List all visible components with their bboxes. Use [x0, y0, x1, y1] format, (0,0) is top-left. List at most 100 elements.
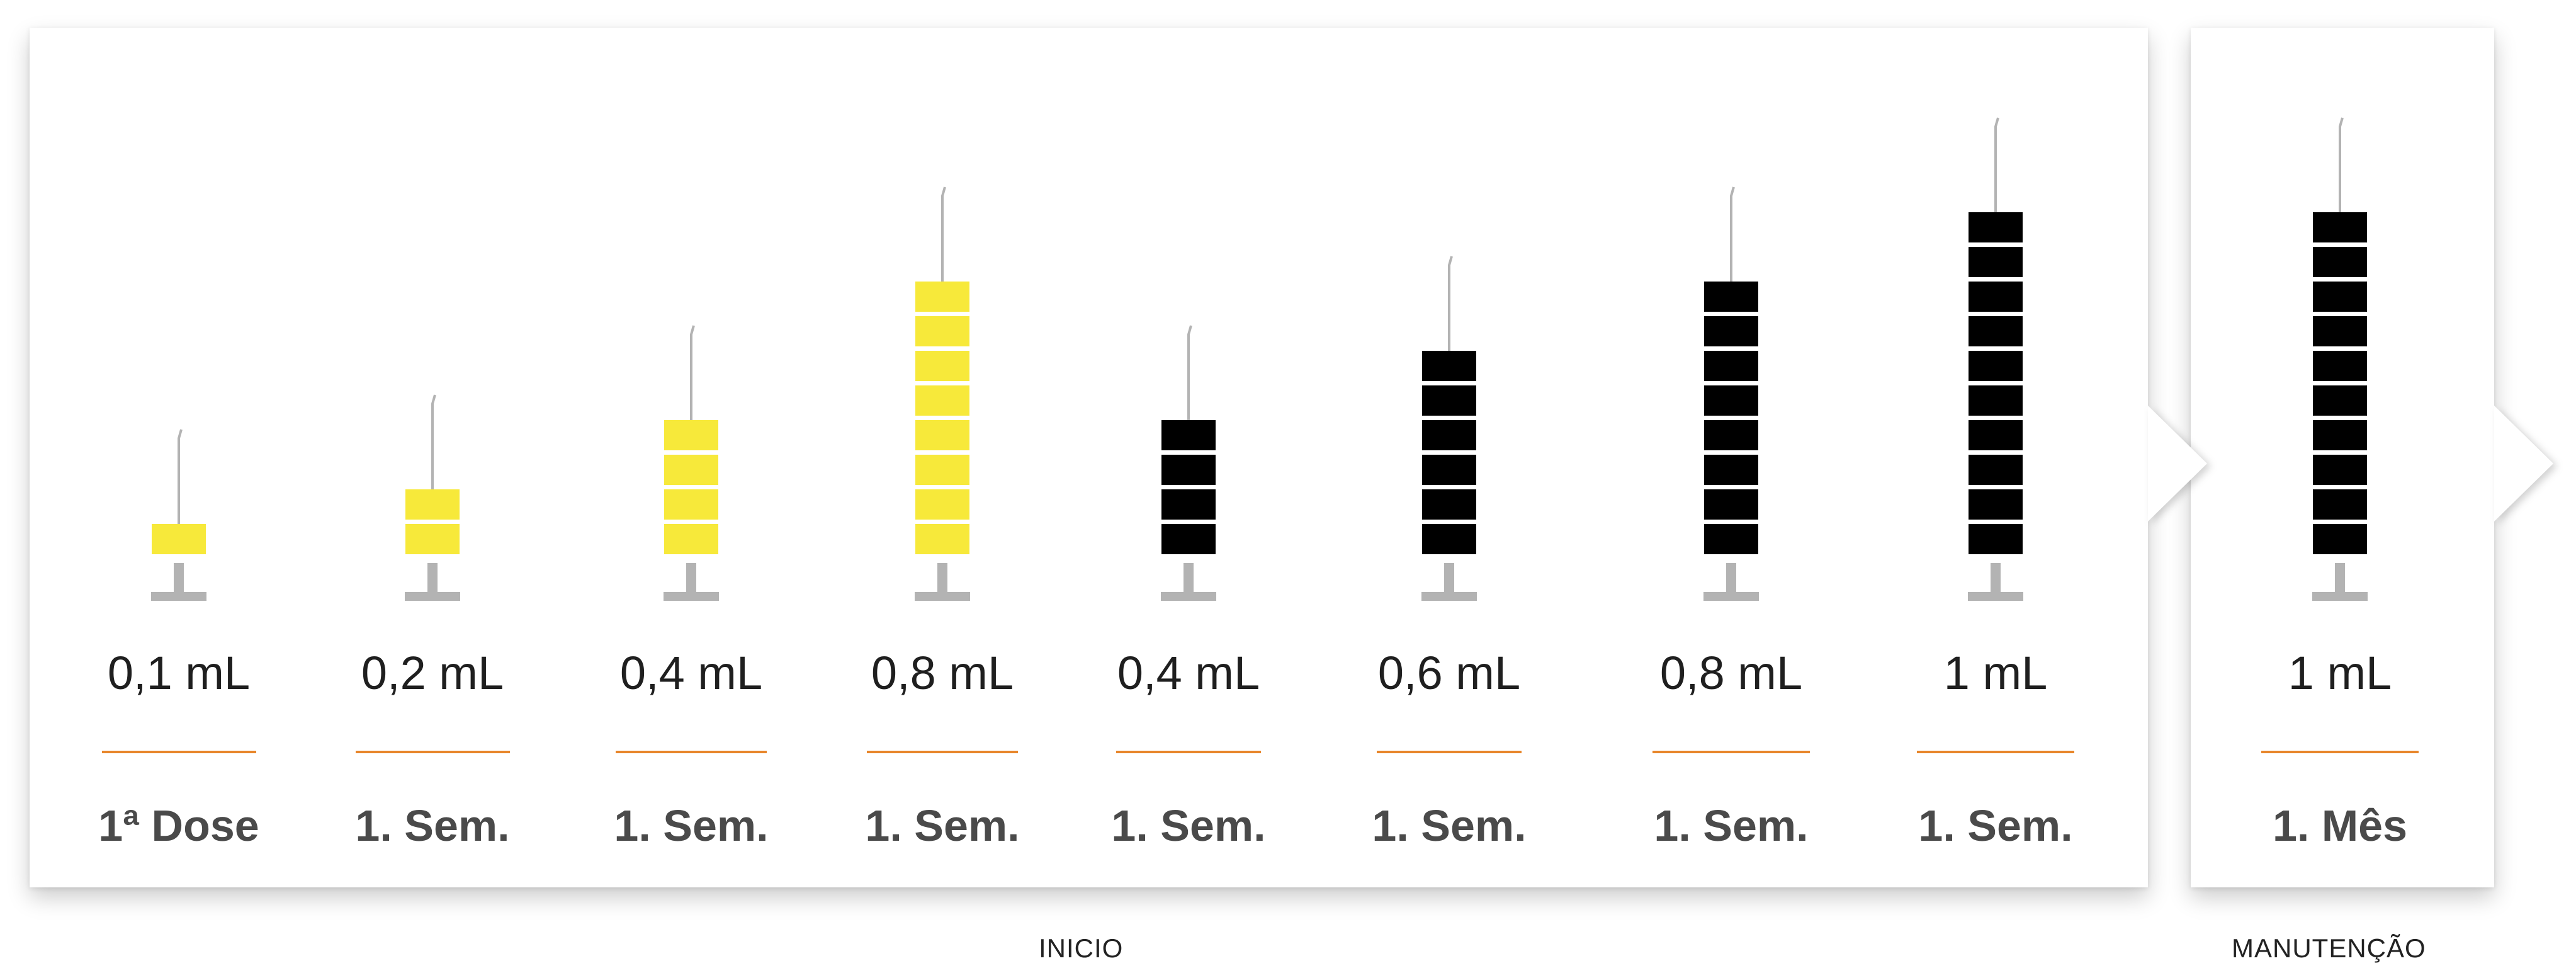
dose-unit-bar [405, 489, 460, 520]
plunger-stem [174, 563, 184, 592]
dose-volume-label: 1 mL [1943, 647, 2048, 699]
dose-unit-bar [664, 489, 718, 520]
dose-unit-bar [1422, 489, 1476, 520]
dose-volume-label: 0,8 mL [871, 647, 1014, 699]
dose-unit-bar [1969, 385, 2023, 416]
plunger-base [664, 592, 719, 601]
dose-period-label: 1. Sem. [1372, 801, 1527, 850]
dose-unit-bar [405, 524, 460, 554]
dose-period-label: 1. Mês [2273, 801, 2407, 850]
panel-inicio [30, 28, 2148, 887]
dose-unit-bar [1969, 247, 2023, 277]
dose-unit-bar [915, 420, 969, 450]
needle [1730, 186, 1735, 282]
dose-unit-bar [152, 524, 206, 554]
dose-unit-bar [1969, 351, 2023, 381]
plunger-stem [427, 563, 438, 592]
dose-unit-bar [664, 455, 718, 485]
dose-volume-label: 0,1 mL [107, 647, 251, 699]
needle [1994, 117, 1999, 212]
dose-unit-bar [1704, 385, 1758, 416]
plunger-stem [937, 563, 947, 592]
dose-unit-bar [1422, 455, 1476, 485]
dose-unit-bar [1969, 420, 2023, 450]
dose-volume-label: 0,8 mL [1659, 647, 1803, 699]
separator-line [101, 751, 256, 753]
dose-unit-bar [1161, 489, 1216, 520]
phase-label-manutencao: MANUTENÇÃO [2232, 933, 2426, 963]
syringe-icon [664, 325, 719, 601]
phase-label-inicio: INICIO [1039, 933, 1124, 963]
needle [690, 325, 695, 420]
syringe-icon [2312, 117, 2368, 601]
syringe-icon [915, 186, 970, 601]
dose-unit-bar [1704, 455, 1758, 485]
plunger-base [915, 592, 970, 601]
plunger-stem [1183, 563, 1194, 592]
dose-unit-bar [2313, 247, 2367, 277]
dose-period-label: 1. Sem. [865, 801, 1020, 850]
needle [2339, 117, 2344, 212]
dose-period-label: 1ª Dose [98, 801, 259, 850]
arrow-right-icon [2494, 406, 2553, 521]
dose-period-label: 1. Sem. [614, 801, 769, 850]
plunger-stem [1726, 563, 1736, 592]
dose-unit-bar [2313, 489, 2367, 520]
plunger-base [1161, 592, 1216, 601]
dose-unit-bar [2313, 385, 2367, 416]
separator-line [2261, 751, 2419, 753]
dose-unit-bar [1704, 351, 1758, 381]
dose-unit-bar [915, 282, 969, 312]
dose-unit-bar [1422, 524, 1476, 554]
dose-unit-bar [1161, 420, 1216, 450]
syringe-icon [1703, 186, 1759, 601]
dose-volume-label: 0,4 mL [619, 647, 763, 699]
dose-period-label: 1. Sem. [1918, 801, 2073, 850]
separator-line [355, 751, 510, 753]
dose-unit-bar [2313, 212, 2367, 242]
dose-unit-bar [1704, 316, 1758, 346]
needle [431, 394, 436, 489]
plunger-base [2312, 592, 2368, 601]
dose-unit-bar [2313, 420, 2367, 450]
dose-unit-bar [1969, 524, 2023, 554]
dose-unit-bar [2313, 455, 2367, 485]
plunger-stem [1444, 563, 1454, 592]
dose-unit-bar [2313, 316, 2367, 346]
dose-unit-bar [1422, 385, 1476, 416]
dose-period-label: 1. Sem. [1654, 801, 1809, 850]
syringe-icon [1161, 325, 1216, 601]
needle [1187, 325, 1192, 420]
dose-unit-bar [915, 524, 969, 554]
dose-unit-bar [1704, 420, 1758, 450]
dose-unit-bar [1969, 282, 2023, 312]
separator-line [867, 751, 1018, 753]
dose-period-label: 1. Sem. [355, 801, 510, 850]
plunger-stem [686, 563, 696, 592]
plunger-stem [2335, 563, 2345, 592]
dose-unit-bar [1969, 316, 2023, 346]
syringe-icon [1421, 256, 1477, 601]
dose-unit-bar [1969, 212, 2023, 242]
needle [178, 429, 183, 524]
dose-unit-bar [2313, 524, 2367, 554]
plunger-base [1968, 592, 2023, 601]
plunger-base [1421, 592, 1477, 601]
dose-period-label: 1. Sem. [1111, 801, 1266, 850]
plunger-stem [1991, 563, 2001, 592]
needle [1448, 256, 1453, 351]
plunger-base [1703, 592, 1759, 601]
dose-unit-bar [2313, 351, 2367, 381]
dose-unit-bar [915, 316, 969, 346]
dose-unit-bar [1422, 420, 1476, 450]
plunger-base [405, 592, 460, 601]
dose-unit-bar [664, 420, 718, 450]
plunger-base [151, 592, 206, 601]
syringe-icon [1968, 117, 2023, 601]
separator-line [616, 751, 767, 753]
dose-volume-label: 1 mL [2288, 647, 2392, 699]
dose-unit-bar [2313, 282, 2367, 312]
dose-unit-bar [1969, 489, 2023, 520]
dose-unit-bar [1704, 489, 1758, 520]
syringe-icon [151, 429, 206, 601]
